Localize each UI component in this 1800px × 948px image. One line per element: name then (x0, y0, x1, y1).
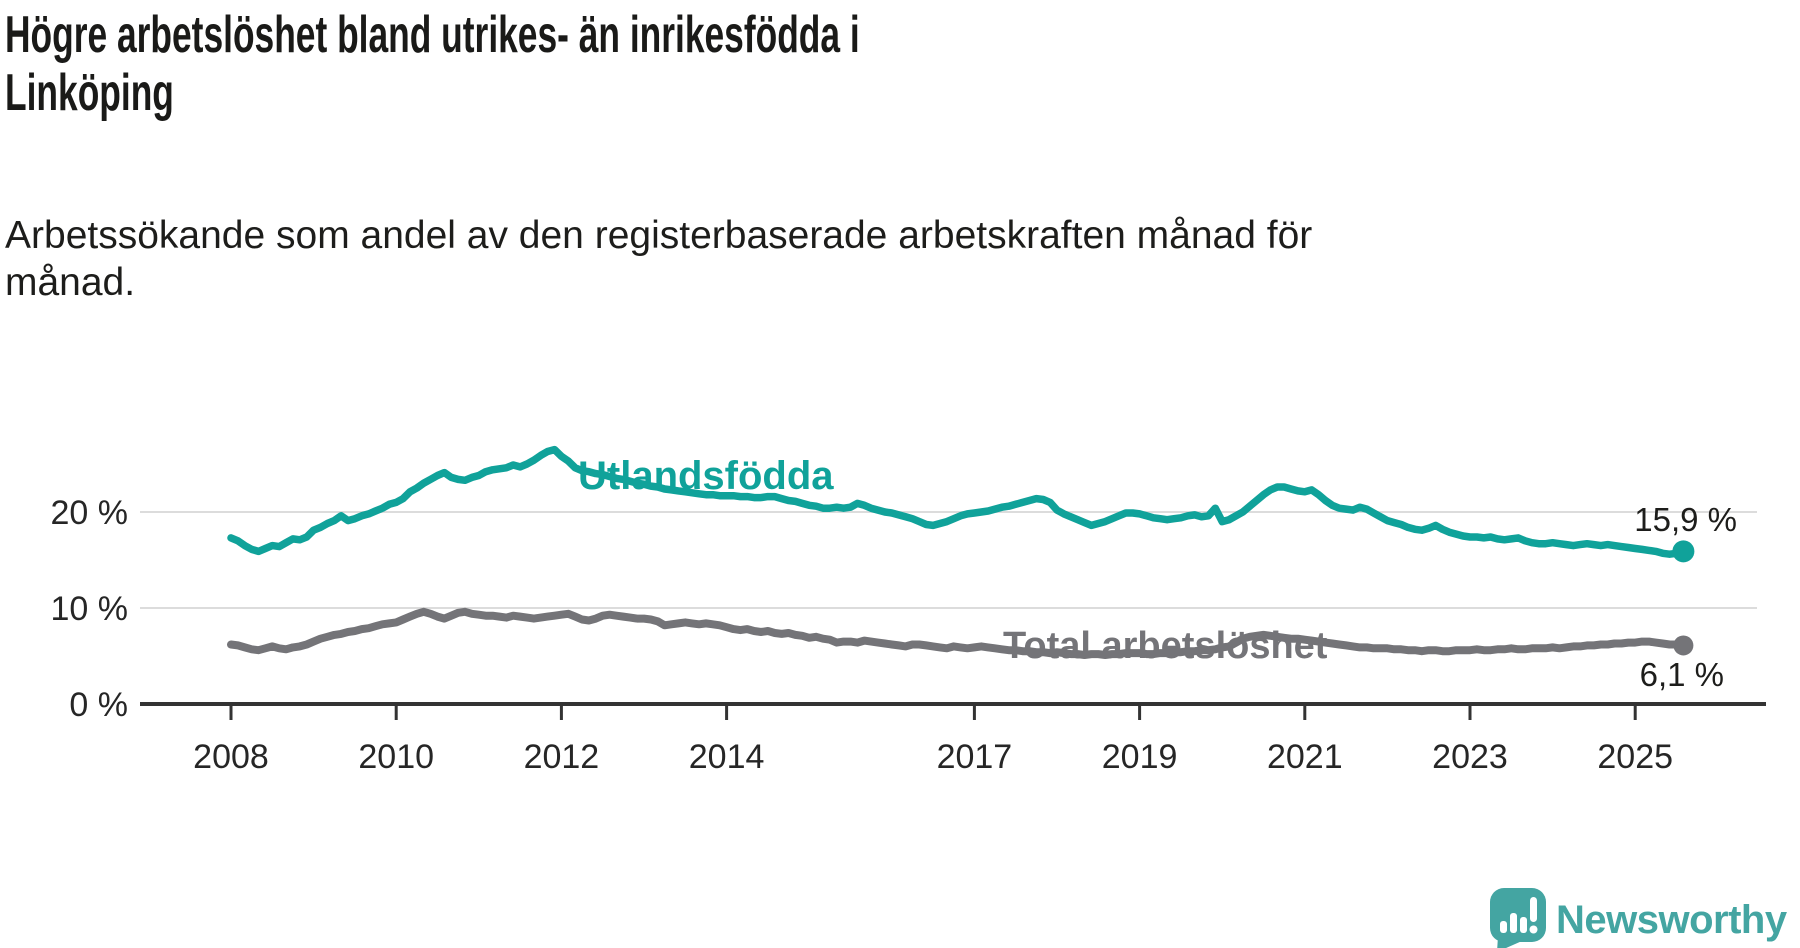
svg-text:2014: 2014 (689, 738, 765, 776)
newsworthy-speech-bubble-chart-icon (1490, 888, 1546, 948)
svg-text:2021: 2021 (1267, 738, 1343, 776)
series-label-total-arbetsloshet: Total arbetslöshet (1003, 625, 1328, 667)
series-lines (227, 445, 1688, 659)
y-gridlines (140, 511, 1757, 609)
page-title: Högre arbetslöshet bland utrikes- än inr… (5, 6, 860, 122)
svg-text:20 %: 20 % (51, 494, 129, 532)
svg-text:2023: 2023 (1432, 738, 1508, 776)
y-axis-labels: 0 % 10 % 20 % (51, 494, 129, 724)
svg-text:10 %: 10 % (51, 590, 129, 628)
svg-text:2025: 2025 (1597, 738, 1673, 776)
end-value-total: 6,1 % (1640, 656, 1724, 693)
svg-text:2017: 2017 (937, 738, 1013, 776)
title-line-1: Högre arbetslöshet bland utrikes- än inr… (5, 6, 860, 64)
svg-text:0 %: 0 % (69, 686, 128, 724)
x-axis-ticks (229, 704, 1637, 720)
subtitle-line-1: Arbetssökande som andel av den registerb… (5, 214, 1313, 257)
newsworthy-logo: Newsworthy (1490, 888, 1788, 948)
chart-subtitle: Arbetssökande som andel av den registerb… (5, 212, 1312, 306)
subtitle-line-2: månad. (5, 261, 136, 304)
svg-text:2010: 2010 (358, 738, 434, 776)
svg-text:2019: 2019 (1102, 738, 1178, 776)
series-end-markers (1672, 540, 1695, 656)
brand-name: Newsworthy (1556, 898, 1788, 942)
series-label-utlandsfodda: Utlandsfödda (578, 454, 834, 498)
x-axis-labels: 2008 2010 2012 2014 2017 2019 2021 2023 2025 (193, 738, 1673, 776)
title-line-2: Linköping (5, 64, 174, 122)
svg-text:2008: 2008 (193, 738, 269, 776)
end-value-utlandsfodda: 15,9 % (1634, 501, 1737, 538)
svg-text:2012: 2012 (524, 738, 600, 776)
